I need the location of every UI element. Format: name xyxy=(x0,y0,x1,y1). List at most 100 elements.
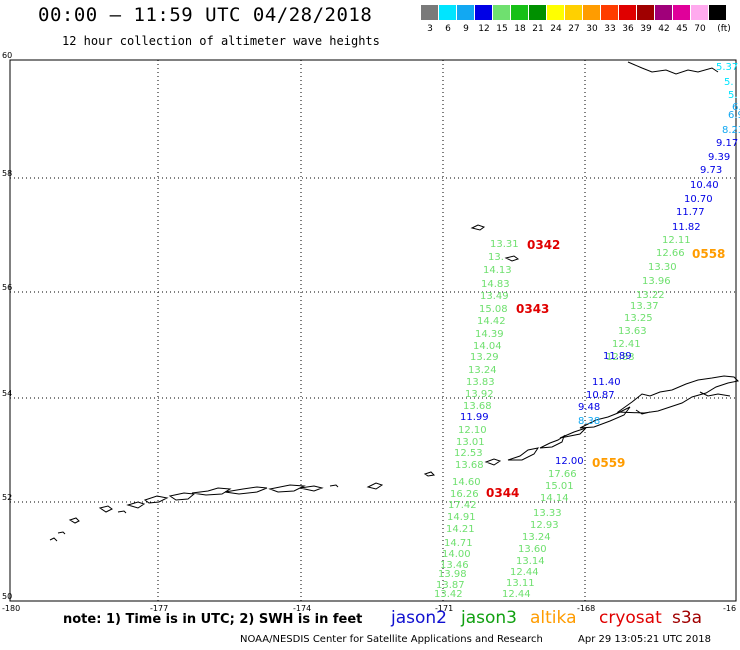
map-subtitle: 12 hour collection of altimeter wave hei… xyxy=(62,34,380,48)
colorbar-label: 6 xyxy=(445,24,451,34)
track-value: 13.68 xyxy=(455,460,484,471)
track-value: 13.11 xyxy=(506,578,535,589)
track-value: 14.71 xyxy=(444,538,473,549)
colorbar-swatch xyxy=(583,5,600,20)
track-value: 9.48 xyxy=(578,402,600,413)
track-value: 11.82 xyxy=(672,222,701,233)
track-value: 13.87 xyxy=(436,580,465,591)
colorbar-swatch xyxy=(457,5,474,20)
track-value: 13.96 xyxy=(642,276,671,287)
colorbar-swatch xyxy=(601,5,618,20)
longitude-tick-label: -168 xyxy=(577,604,595,613)
track-value: 12.93 xyxy=(530,520,559,531)
colorbar-label: 42 xyxy=(658,24,670,34)
track-value: 10.87 xyxy=(586,390,615,401)
colorbar-label: 70 xyxy=(694,24,706,34)
alaska-mainland xyxy=(627,61,719,75)
track-value: 14.91 xyxy=(447,512,476,523)
altika-pass-label: 0559 xyxy=(592,456,625,470)
track-value: 14.39 xyxy=(475,329,504,340)
colorbar-label: 30 xyxy=(586,24,598,34)
colorbar-label: 12 xyxy=(478,24,490,34)
track-value: 12.66 xyxy=(656,248,685,259)
timestamp-text: Apr 29 13:05:21 UTC 2018 xyxy=(578,634,711,645)
plot-frame xyxy=(9,59,737,602)
track-value: 12.44 xyxy=(502,589,531,600)
track-value: 13.25 xyxy=(624,313,653,324)
track-value: 14.42 xyxy=(477,316,506,327)
colorbar-label: 18 xyxy=(514,24,526,34)
colorbar-label: 27 xyxy=(568,24,580,34)
aleutian-islands-west xyxy=(49,458,502,542)
track-value: 14.21 xyxy=(446,524,475,535)
alaska-peninsula xyxy=(616,375,740,415)
track-value: 12.00 xyxy=(555,456,584,467)
track-value: 17.66 xyxy=(548,469,577,480)
track-value: 12.53 xyxy=(454,448,483,459)
track-value: 9.39 xyxy=(708,152,730,163)
colorbar-swatch xyxy=(511,5,528,20)
track-value: 15.01 xyxy=(545,481,574,492)
longitude-tick-label: -180 xyxy=(2,604,20,613)
track-value: 13.46 xyxy=(440,560,469,571)
track-value: 8.38 xyxy=(578,416,600,427)
track-value: 13.49 xyxy=(480,291,509,302)
satellite-legend-cryosat: cryosat xyxy=(599,608,662,628)
coastline xyxy=(49,61,740,542)
track-value: 13. xyxy=(488,252,504,263)
track-value: 9.73 xyxy=(700,165,722,176)
colorbar-label: 24 xyxy=(550,24,562,34)
track-value: 13.98 xyxy=(438,569,467,580)
track-value: 13.24 xyxy=(468,365,497,376)
credit-text: NOAA/NESDIS Center for Satellite Applica… xyxy=(240,634,543,645)
colorbar-swatch xyxy=(565,5,582,20)
track-value: 13.92 xyxy=(465,389,494,400)
track-value: 13.42 xyxy=(434,589,463,600)
colorbar-swatch xyxy=(637,5,654,20)
cryosat-pass-label: 0342 xyxy=(527,238,560,252)
colorbar-label: 21 xyxy=(532,24,544,34)
longitude-tick-label: -171 xyxy=(435,604,453,613)
colorbar-swatch xyxy=(529,5,546,20)
colorbar-label: 9 xyxy=(463,24,469,34)
track-value: 14.04 xyxy=(473,341,502,352)
track-value: 15.08 xyxy=(479,304,508,315)
track-value: 5.37 xyxy=(716,62,738,73)
track-value: 11.99 xyxy=(460,412,489,423)
satellite-legend-s3a: s3a xyxy=(672,608,703,628)
track-value: 6.9 xyxy=(728,110,740,121)
colorbar-swatch xyxy=(475,5,492,20)
colorbar-swatch xyxy=(709,5,726,20)
track-value: 13.33 xyxy=(533,508,562,519)
satellite-legend-altika: altika xyxy=(530,608,577,628)
track-value: 13.24 xyxy=(522,532,551,543)
colorbar-swatch xyxy=(439,5,456,20)
track-value: 9.17 xyxy=(716,138,738,149)
track-value: 16.26 xyxy=(450,489,479,500)
track-value: 11.77 xyxy=(676,207,705,218)
track-value: 13.37 xyxy=(630,301,659,312)
track-value: 11.89 xyxy=(603,351,632,362)
colorbar-label: 15 xyxy=(496,24,508,34)
track-value: 14.13 xyxy=(483,265,512,276)
track-value: 13.22 xyxy=(636,290,665,301)
track-value: 14.83 xyxy=(481,279,510,290)
track-value: 14.60 xyxy=(452,477,481,488)
track-value: 10.70 xyxy=(684,194,713,205)
track-value: 14.00 xyxy=(442,549,471,560)
track-value: 13.01 xyxy=(456,437,485,448)
track-value: 13.30 xyxy=(648,262,677,273)
track-value: 17.42 xyxy=(448,500,477,511)
track-value: 6. xyxy=(732,102,740,113)
colorbar-swatch xyxy=(493,5,510,20)
track-value: 13.68 xyxy=(463,401,492,412)
track-value: 12.41 xyxy=(612,339,641,350)
colorbar-swatch xyxy=(655,5,672,20)
track-value: 13.14 xyxy=(516,556,545,567)
track-value: 13.31 xyxy=(490,239,519,250)
altika-pass-label: 0558 xyxy=(692,247,725,261)
latitude-tick-label: 60 xyxy=(2,51,12,60)
track-value: 12.10 xyxy=(458,425,487,436)
colorbar-label: 36 xyxy=(622,24,634,34)
